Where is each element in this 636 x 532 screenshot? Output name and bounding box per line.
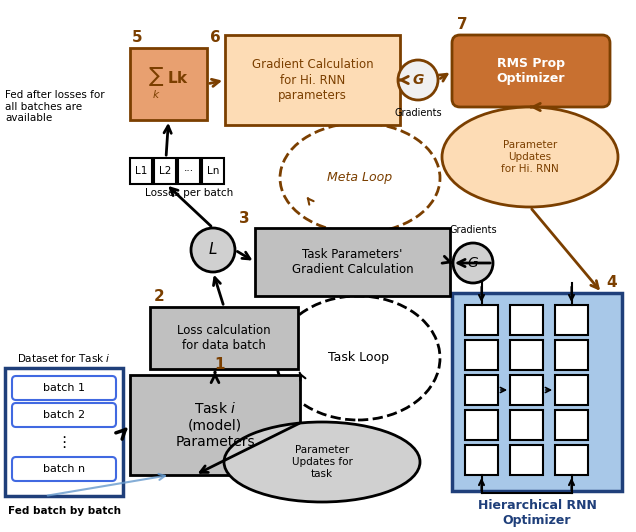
Text: L1: L1	[135, 166, 147, 176]
Text: Fed after losses for
all batches are
available: Fed after losses for all batches are ava…	[5, 90, 105, 123]
Text: ···: ···	[184, 166, 194, 176]
Text: 7: 7	[457, 17, 467, 32]
Bar	[510, 340, 543, 370]
Text: Gradients: Gradients	[449, 225, 497, 235]
Ellipse shape	[453, 243, 493, 283]
Text: 5: 5	[132, 30, 142, 45]
Text: Ln: Ln	[207, 166, 219, 176]
Bar	[555, 340, 588, 370]
Text: 2: 2	[154, 289, 165, 304]
Bar	[510, 445, 543, 475]
FancyBboxPatch shape	[12, 457, 116, 481]
Bar	[555, 375, 588, 405]
FancyBboxPatch shape	[12, 376, 116, 400]
Text: 6: 6	[210, 30, 221, 45]
Ellipse shape	[398, 60, 438, 100]
Bar	[130, 375, 300, 475]
Text: L2: L2	[159, 166, 171, 176]
Bar	[202, 158, 224, 184]
Bar	[178, 158, 200, 184]
Text: Dataset for Task $i$: Dataset for Task $i$	[17, 352, 111, 364]
Text: Fed batch by batch: Fed batch by batch	[8, 506, 120, 516]
Text: batch n: batch n	[43, 464, 85, 474]
Text: RMS Prop
Optimizer: RMS Prop Optimizer	[497, 57, 565, 85]
Text: Gradients: Gradients	[394, 108, 442, 118]
Bar	[150, 307, 298, 369]
Bar	[465, 305, 498, 335]
Text: batch 1: batch 1	[43, 383, 85, 393]
Bar	[130, 158, 152, 184]
Bar	[510, 305, 543, 335]
Bar	[225, 35, 400, 125]
Text: Task $i$
(model)
Parameters: Task $i$ (model) Parameters	[175, 401, 255, 448]
Text: Loss calculation
for data batch: Loss calculation for data batch	[177, 324, 271, 352]
Bar	[255, 228, 450, 296]
Text: 1: 1	[215, 357, 225, 372]
Bar	[510, 375, 543, 405]
FancyBboxPatch shape	[12, 403, 116, 427]
Text: 3: 3	[239, 211, 249, 226]
Text: Hierarchical RNN
Optimizer: Hierarchical RNN Optimizer	[478, 499, 597, 527]
Text: Task Parameters'
Gradient Calculation: Task Parameters' Gradient Calculation	[292, 248, 413, 276]
Text: batch 2: batch 2	[43, 410, 85, 420]
Text: ⋮: ⋮	[57, 435, 72, 450]
Bar	[465, 445, 498, 475]
Bar	[465, 375, 498, 405]
Text: Gradient Calculation
for Hi. RNN
parameters: Gradient Calculation for Hi. RNN paramet…	[252, 59, 373, 102]
Text: G: G	[412, 73, 424, 87]
Bar	[154, 158, 176, 184]
Bar	[465, 410, 498, 440]
Ellipse shape	[191, 228, 235, 272]
Bar	[555, 410, 588, 440]
Ellipse shape	[224, 422, 420, 502]
Bar	[510, 410, 543, 440]
Bar	[555, 445, 588, 475]
Bar	[555, 305, 588, 335]
Text: G: G	[467, 256, 478, 270]
Text: 4: 4	[606, 275, 617, 290]
Text: Parameter
Updates for
task: Parameter Updates for task	[291, 445, 352, 479]
FancyBboxPatch shape	[452, 35, 610, 107]
Text: L: L	[209, 243, 218, 257]
Bar	[130, 48, 207, 120]
Text: Task Loop: Task Loop	[328, 352, 389, 364]
Text: $\sum_{k}$ Lk: $\sum_{k}$ Lk	[148, 67, 189, 101]
Bar	[465, 340, 498, 370]
Text: Meta Loop: Meta Loop	[328, 171, 392, 185]
Text: Parameter
Updates
for Hi. RNN: Parameter Updates for Hi. RNN	[501, 140, 559, 173]
Bar	[452, 293, 622, 491]
Ellipse shape	[442, 107, 618, 207]
Text: Losses per batch: Losses per batch	[145, 188, 233, 198]
Bar	[5, 368, 123, 496]
